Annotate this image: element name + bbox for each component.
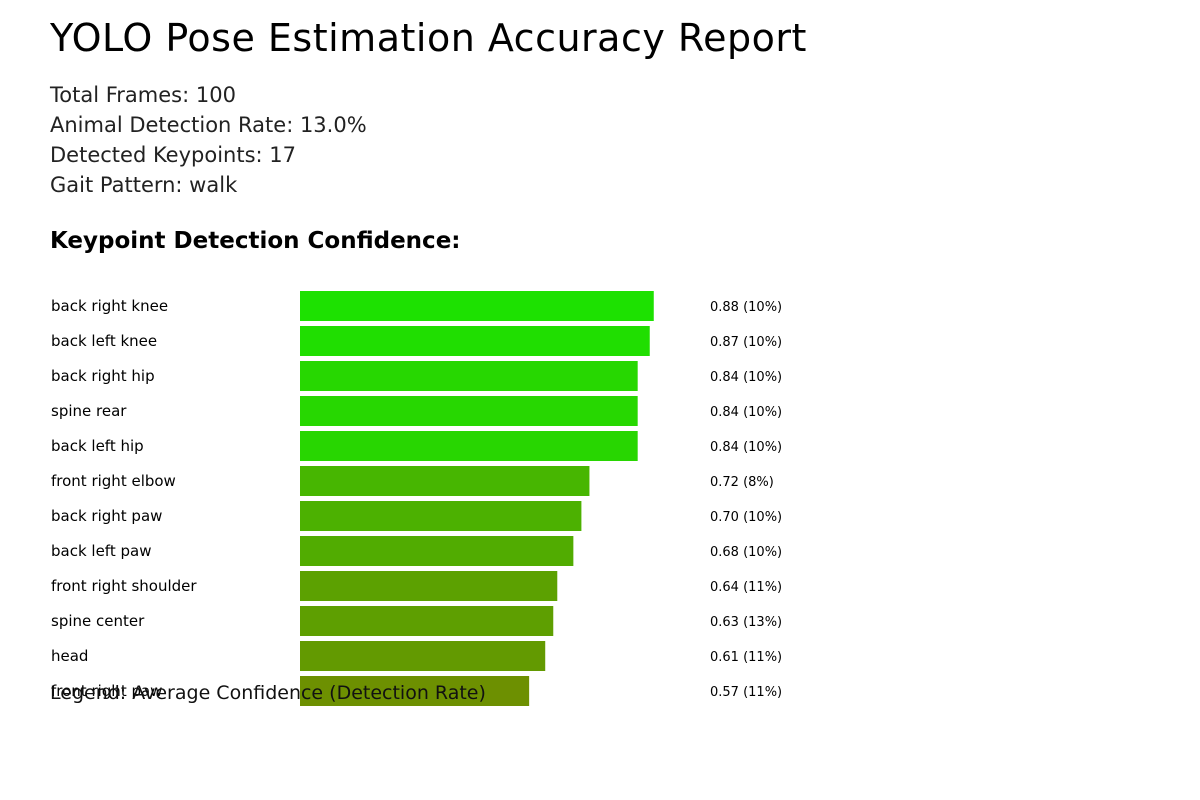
keypoint-label: back right hip <box>51 367 155 385</box>
keypoint-label: spine center <box>51 612 145 630</box>
confidence-bar <box>300 466 590 496</box>
confidence-bar <box>300 326 650 356</box>
confidence-value-label: 0.63 (13%) <box>710 615 782 630</box>
confidence-bar <box>300 536 574 566</box>
confidence-value-label: 0.68 (10%) <box>710 545 782 560</box>
confidence-value-label: 0.87 (10%) <box>710 335 782 350</box>
confidence-value-label: 0.84 (10%) <box>710 405 782 420</box>
confidence-bar <box>300 361 638 391</box>
keypoint-label: back left hip <box>51 437 144 455</box>
confidence-section-title: Keypoint Detection Confidence: <box>50 228 461 254</box>
chart-legend: Legend: Average Confidence (Detection Ra… <box>50 682 486 704</box>
gait-pattern-stat: Gait Pattern: walk <box>50 173 238 197</box>
confidence-value-label: 0.72 (8%) <box>710 475 774 490</box>
keypoint-label: front right paw <box>51 682 162 700</box>
confidence-value-label: 0.61 (11%) <box>710 650 782 665</box>
keypoint-label: back right knee <box>51 297 168 315</box>
confidence-value-label: 0.64 (11%) <box>710 580 782 595</box>
keypoint-label: front right elbow <box>51 472 176 490</box>
confidence-value-label: 0.88 (10%) <box>710 300 782 315</box>
confidence-bar <box>300 431 638 461</box>
confidence-bar <box>300 501 582 531</box>
keypoint-label: back right paw <box>51 507 162 525</box>
confidence-bar <box>300 606 554 636</box>
confidence-value-label: 0.84 (10%) <box>710 440 782 455</box>
confidence-bar <box>300 396 638 426</box>
confidence-value-label: 0.57 (11%) <box>710 685 782 700</box>
keypoint-label: front right shoulder <box>51 577 197 595</box>
detected-keypoints-stat: Detected Keypoints: 17 <box>50 143 296 167</box>
confidence-bar <box>300 641 546 671</box>
confidence-bar <box>300 291 654 321</box>
summary-stats: Total Frames: 100 Animal Detection Rate:… <box>50 80 367 200</box>
keypoint-label: back left knee <box>51 332 157 350</box>
confidence-bar <box>300 571 558 601</box>
confidence-bar <box>300 676 530 706</box>
keypoint-label: back left paw <box>51 542 151 560</box>
detection-rate-stat: Animal Detection Rate: 13.0% <box>50 113 367 137</box>
total-frames-stat: Total Frames: 100 <box>50 83 236 107</box>
confidence-value-label: 0.70 (10%) <box>710 510 782 525</box>
report-title: YOLO Pose Estimation Accuracy Report <box>50 16 807 60</box>
keypoint-label: head <box>51 647 88 665</box>
keypoint-label: spine rear <box>51 402 127 420</box>
confidence-value-label: 0.84 (10%) <box>710 370 782 385</box>
